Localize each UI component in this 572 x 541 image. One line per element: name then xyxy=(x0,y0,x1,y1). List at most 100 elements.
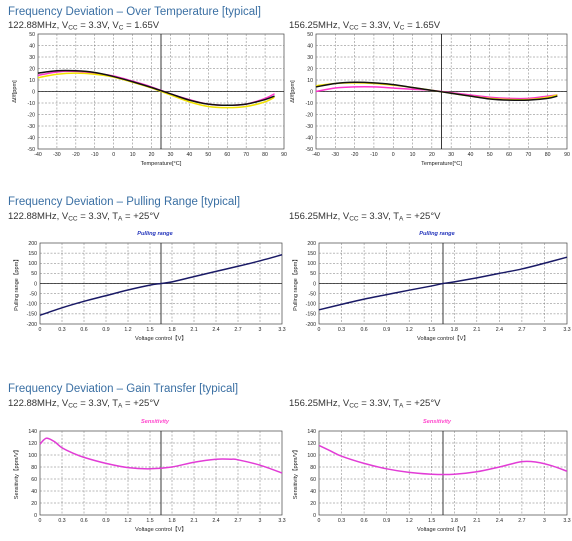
subtitle-vcc-sub: CC xyxy=(68,24,78,32)
y-tick-label: 0 xyxy=(313,513,316,519)
y-tick-label: 0 xyxy=(310,89,313,95)
subtitle-param-sub: A xyxy=(399,215,404,223)
x-tick-label: 70 xyxy=(525,152,531,158)
x-tick-label: 0.6 xyxy=(80,518,87,524)
y-tick-label: 100 xyxy=(28,261,37,267)
y-tick-label: 50 xyxy=(29,32,35,38)
x-tick-label: 0.3 xyxy=(338,327,345,333)
x-tick-label: 30 xyxy=(448,152,454,158)
y-tick-label: 30 xyxy=(307,55,313,61)
x-tick-label: 10 xyxy=(410,152,416,158)
subtitle-vcc-label: V xyxy=(342,211,350,222)
subtitle-vcc-label: V xyxy=(61,20,69,31)
x-tick-label: 90 xyxy=(564,152,570,158)
subtitle-vcc-value: = 3.3V xyxy=(358,211,389,222)
x-tick-label: 2.1 xyxy=(190,327,197,333)
x-tick-label: 2.4 xyxy=(212,518,219,524)
y-tick-label: 100 xyxy=(28,453,37,459)
subtitle-vcc-label: V xyxy=(61,398,69,409)
subtitle-param-value: = 1.65V xyxy=(123,20,160,31)
y-axis-label: Sensitivity【ppm/V】 xyxy=(13,447,20,500)
x-tick-label: 80 xyxy=(262,152,268,158)
x-tick-label: 1.5 xyxy=(428,327,435,333)
x-tick-label: 70 xyxy=(243,152,249,158)
subtitle-param-sub: C xyxy=(399,24,405,32)
subtitle-freq: 156.25MHz xyxy=(289,211,338,222)
x-tick-label: 0 xyxy=(112,152,115,158)
x-tick-label: 0.9 xyxy=(383,518,390,524)
x-tick-label: 80 xyxy=(545,152,551,158)
x-axis-label: Temperature[°C] xyxy=(141,161,182,167)
chart-gain-122: 0 0.3 0.6 0.9 1.2 1.5 1.8 2.1 2.4 2.7 3 3.3 0 20 40 60 8… xyxy=(13,419,286,533)
x-axis-label: Voltage control【V】 xyxy=(417,526,469,533)
y-tick-label: 140 xyxy=(28,429,37,435)
y-tick-label: 150 xyxy=(28,251,37,257)
subtitle-param-sub: A xyxy=(399,402,404,410)
y-tick-label: 40 xyxy=(31,489,37,495)
x-tick-label: 1.2 xyxy=(124,327,131,333)
subtitle-freq: 122.88MHz xyxy=(8,20,57,31)
x-tick-label: 3.3 xyxy=(563,327,570,333)
y-tick-label: -200 xyxy=(306,322,316,328)
x-tick-label: -40 xyxy=(312,152,320,158)
y-tick-label: 10 xyxy=(29,78,35,84)
x-tick-label: 0.3 xyxy=(338,518,345,524)
section-title-pulling-range: Frequency Deviation – Pulling Range [typ… xyxy=(8,196,241,208)
y-tick-label: -50 xyxy=(28,147,36,153)
x-tick-label: 1.8 xyxy=(451,327,458,333)
x-tick-label: -10 xyxy=(91,152,99,158)
y-tick-label: -40 xyxy=(28,135,36,141)
y-tick-label: -20 xyxy=(28,112,36,118)
x-tick-label: 0.9 xyxy=(102,518,109,524)
chart-subtitle-pull-122: 122.88MHz, VCC = 3.3V, TA = +25°V xyxy=(8,211,160,223)
x-tick-label: -40 xyxy=(34,152,42,158)
x-tick-label: -20 xyxy=(72,152,80,158)
x-tick-label: 2.1 xyxy=(473,518,480,524)
x-tick-label: 3 xyxy=(259,518,262,524)
section-title-gain-transfer: Frequency Deviation – Gain Transfer [typ… xyxy=(8,383,239,395)
x-tick-label: 20 xyxy=(149,152,155,158)
y-tick-label: 80 xyxy=(31,465,37,471)
x-tick-label: 0.3 xyxy=(58,327,65,333)
subtitle-vcc-label: V xyxy=(342,20,350,31)
subtitle-param-value: = +25°V xyxy=(122,398,160,409)
chart-title: Sensitivity xyxy=(423,419,452,425)
subtitle-vcc-sub: CC xyxy=(68,402,78,410)
y-axis-label: Pulling range【ppm】 xyxy=(292,256,299,311)
subtitle-param-label: V xyxy=(112,20,119,31)
subtitle-freq: 156.25MHz xyxy=(289,398,338,409)
series-line xyxy=(37,69,275,107)
x-axis-label: Voltage control【V】 xyxy=(417,335,469,342)
y-axis-label: Sensitivity【ppm/V】 xyxy=(292,447,299,500)
y-tick-label: -50 xyxy=(306,147,314,153)
chart-subtitle-pull-156: 156.25MHz, VCC = 3.3V, TA = +25°V xyxy=(289,211,441,223)
series-line xyxy=(318,256,568,311)
y-tick-label: 0 xyxy=(32,89,35,95)
x-tick-label: 1.5 xyxy=(428,518,435,524)
subtitle-freq: 122.88MHz xyxy=(8,398,57,409)
subtitle-freq: 122.88MHz xyxy=(8,211,57,222)
subtitle-param-sub: A xyxy=(118,402,123,410)
y-axis-label: Δf/f[ppm] xyxy=(12,80,18,103)
y-tick-label: 10 xyxy=(307,78,313,84)
x-tick-label: 1.2 xyxy=(406,327,413,333)
chart-subtitle-temp-122: 122.88MHz, VCC = 3.3V, VC = 1.65V xyxy=(8,20,160,32)
x-tick-label: -10 xyxy=(370,152,378,158)
subtitle-param-label: T xyxy=(393,211,400,222)
y-tick-label: 40 xyxy=(310,489,316,495)
subtitle-param-label: V xyxy=(393,20,400,31)
x-tick-label: -20 xyxy=(351,152,359,158)
y-tick-label: -50 xyxy=(309,291,317,297)
x-tick-label: 1.2 xyxy=(124,518,131,524)
x-tick-label: 0 xyxy=(39,327,42,333)
subtitle-param-value: = 1.65V xyxy=(404,20,441,31)
y-tick-label: 60 xyxy=(31,477,37,483)
chart-title: Pulling range xyxy=(137,231,172,237)
subtitle-vcc-sub: CC xyxy=(349,215,359,223)
x-tick-label: 2.4 xyxy=(496,327,503,333)
x-tick-label: 50 xyxy=(487,152,493,158)
y-tick-label: 0 xyxy=(34,281,37,287)
x-tick-label: 50 xyxy=(205,152,211,158)
chart-title: Pulling range xyxy=(419,231,454,237)
x-tick-label: 0 xyxy=(318,327,321,333)
